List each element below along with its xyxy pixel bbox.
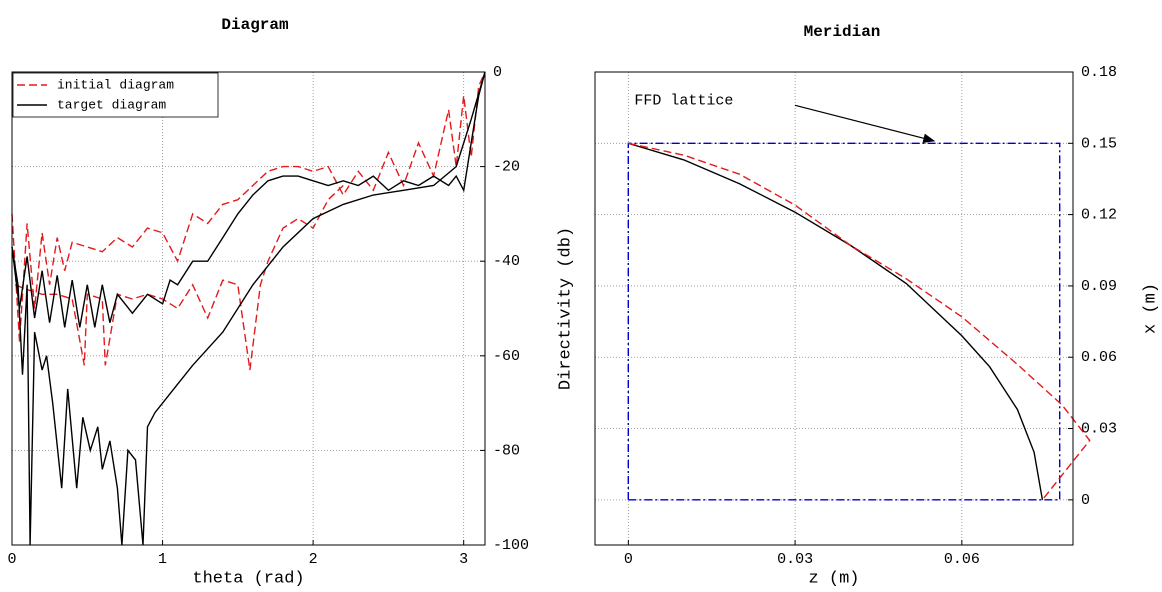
series-line xyxy=(627,142,1061,501)
series-line xyxy=(628,142,1044,500)
series-line xyxy=(628,142,1091,501)
x-tick-label: 3 xyxy=(459,551,468,568)
x-tick-label: 1 xyxy=(158,551,167,568)
y-tick-label: -100 xyxy=(493,537,529,554)
legend-label: initial diagram xyxy=(57,77,174,92)
y-tick-label: 0 xyxy=(1081,492,1090,509)
y-tick-label: -20 xyxy=(493,159,520,176)
x-tick-label: 0.03 xyxy=(777,551,813,568)
legend-label: target diagram xyxy=(57,97,166,112)
chart-title: Diagram xyxy=(221,16,289,34)
x-tick-label: 0 xyxy=(624,551,633,568)
annotation-arrow xyxy=(794,104,936,143)
y-tick-label: 0.03 xyxy=(1081,421,1117,438)
x-tick-label: 0.06 xyxy=(944,551,980,568)
annotation: FFD lattice xyxy=(634,92,733,109)
y-tick-label: -40 xyxy=(493,253,520,270)
y-tick-label: 0.15 xyxy=(1081,135,1117,152)
axes-frame xyxy=(594,71,1074,546)
series-line xyxy=(11,71,486,342)
y-tick-label: 0.06 xyxy=(1081,349,1117,366)
y-tick-label: 0.18 xyxy=(1081,64,1117,81)
x-axis-label: theta (rad) xyxy=(192,569,304,588)
plot-area xyxy=(627,142,1091,501)
x-tick-label: 0 xyxy=(7,551,16,568)
annotation-bg xyxy=(630,88,741,113)
y-tick-label: -80 xyxy=(493,442,520,459)
series-line xyxy=(11,71,486,328)
y-tick-label: 0.12 xyxy=(1081,207,1117,224)
axes-frame xyxy=(11,71,486,546)
y-tick-label: 0.09 xyxy=(1081,278,1117,295)
series-line xyxy=(14,184,344,371)
chart-title: Meridian xyxy=(804,23,881,41)
plot-area xyxy=(11,71,486,546)
series-line xyxy=(11,71,486,546)
y-axis-label: Directivity (db) xyxy=(556,227,575,390)
legend-box xyxy=(12,72,219,118)
y-axis-label: x (m) xyxy=(1141,283,1160,334)
x-axis-label: z (m) xyxy=(808,569,859,588)
x-tick-label: 2 xyxy=(309,551,318,568)
y-tick-label: -60 xyxy=(493,348,520,365)
y-tick-label: 0 xyxy=(493,64,502,81)
